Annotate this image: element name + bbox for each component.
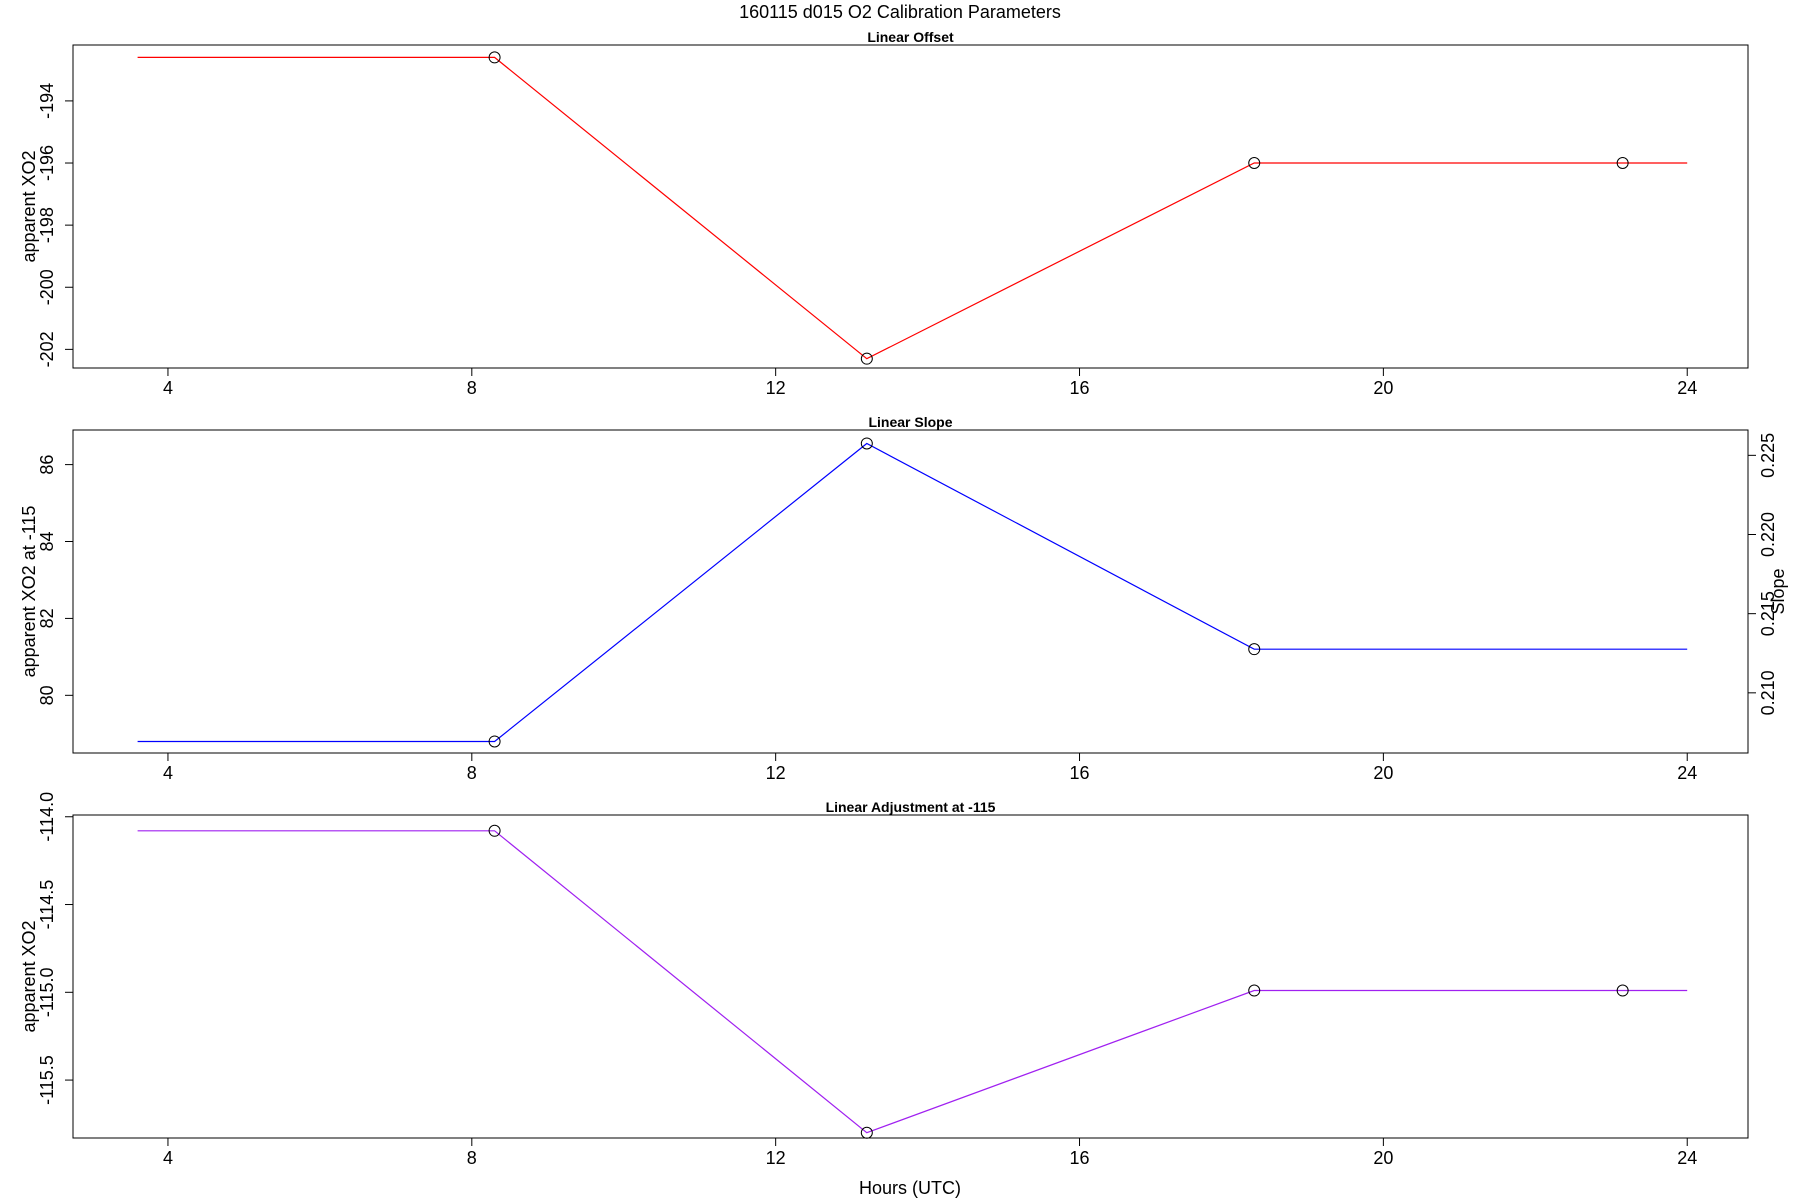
y-tick-label: 80 bbox=[37, 685, 57, 705]
x-tick-label: 16 bbox=[1070, 763, 1090, 783]
x-tick-label: 8 bbox=[467, 1148, 477, 1168]
data-point bbox=[860, 437, 873, 450]
data-point bbox=[860, 352, 873, 365]
panel-title: Linear Slope bbox=[868, 414, 952, 430]
x-tick-label: 4 bbox=[163, 378, 173, 398]
panel-title: Linear Offset bbox=[867, 29, 954, 45]
y-axis-label: apparent XO2 bbox=[19, 150, 39, 262]
y2-tick-label: 0.225 bbox=[1758, 433, 1778, 478]
x-tick-label: 16 bbox=[1070, 378, 1090, 398]
y-tick-label: 82 bbox=[37, 608, 57, 628]
x-tick-label: 4 bbox=[163, 1148, 173, 1168]
y2-tick-label: 0.215 bbox=[1758, 591, 1778, 636]
data-point bbox=[1248, 157, 1261, 170]
y-tick-label: -198 bbox=[37, 207, 57, 243]
y-tick-label: 84 bbox=[37, 531, 57, 551]
x-tick-label: 20 bbox=[1373, 1148, 1393, 1168]
data-point bbox=[860, 1126, 873, 1139]
y2-tick-label: 0.220 bbox=[1758, 512, 1778, 557]
y2-axis-label: Slope bbox=[1768, 568, 1788, 614]
x-tick-label: 16 bbox=[1070, 1148, 1090, 1168]
y-tick-label: -202 bbox=[37, 331, 57, 367]
x-tick-label: 24 bbox=[1677, 378, 1697, 398]
figure-title: 160115 d015 O2 Calibration Parameters bbox=[739, 2, 1061, 22]
y2-tick-label: 0.210 bbox=[1758, 670, 1778, 715]
data-point bbox=[488, 51, 501, 64]
chart-panel-3: Linear Adjustment at -115 4 8 12 16 20 24 -114.… bbox=[19, 792, 1749, 1168]
chart-panel-1: Linear Offset 4 8 12 16 20 24 -194 -196 -198 -200 -… bbox=[19, 29, 1749, 398]
figure-x-axis-label: Hours (UTC) bbox=[859, 1178, 961, 1198]
data-point bbox=[488, 824, 501, 837]
x-tick-label: 12 bbox=[766, 378, 786, 398]
series-line bbox=[137, 830, 1688, 1134]
plot-frame bbox=[72, 44, 1749, 369]
plot-frame bbox=[72, 429, 1749, 754]
x-tick-label: 12 bbox=[766, 763, 786, 783]
y-tick-label: -114.5 bbox=[37, 880, 57, 930]
x-tick-label: 8 bbox=[467, 378, 477, 398]
data-point bbox=[1616, 984, 1629, 997]
y-tick-label: -194 bbox=[37, 83, 57, 119]
x-tick-label: 8 bbox=[467, 763, 477, 783]
x-tick-label: 24 bbox=[1677, 763, 1697, 783]
y-axis-label: apparent XO2 bbox=[19, 920, 39, 1032]
y-tick-label: -200 bbox=[37, 269, 57, 305]
y-tick-label: -196 bbox=[37, 145, 57, 181]
y-axis-label: apparent XO2 at -115 bbox=[19, 506, 39, 678]
series-line bbox=[137, 56, 1688, 360]
x-tick-label: 4 bbox=[163, 763, 173, 783]
chart-panels: Linear Offset 4 8 12 16 20 24 -194 -196 -198 -200 -… bbox=[19, 29, 1788, 1168]
series-line bbox=[137, 442, 1688, 743]
data-point bbox=[1616, 157, 1629, 170]
panel-title: Linear Adjustment at -115 bbox=[826, 799, 996, 815]
data-point bbox=[1248, 643, 1261, 656]
y-tick-label: -115.5 bbox=[37, 1055, 57, 1105]
x-tick-label: 20 bbox=[1373, 763, 1393, 783]
chart-panel-2: Linear Slope 4 8 12 16 20 24 80 82 84 86 apparent X… bbox=[19, 414, 1788, 783]
x-tick-label: 20 bbox=[1373, 378, 1393, 398]
data-point bbox=[1248, 984, 1261, 997]
data-point bbox=[488, 735, 501, 748]
y-tick-label: -115.0 bbox=[37, 967, 57, 1017]
y-tick-label: -114.0 bbox=[37, 792, 57, 842]
x-tick-label: 12 bbox=[766, 1148, 786, 1168]
plot-frame bbox=[72, 814, 1749, 1139]
x-tick-label: 24 bbox=[1677, 1148, 1697, 1168]
y-tick-label: 86 bbox=[37, 455, 57, 475]
